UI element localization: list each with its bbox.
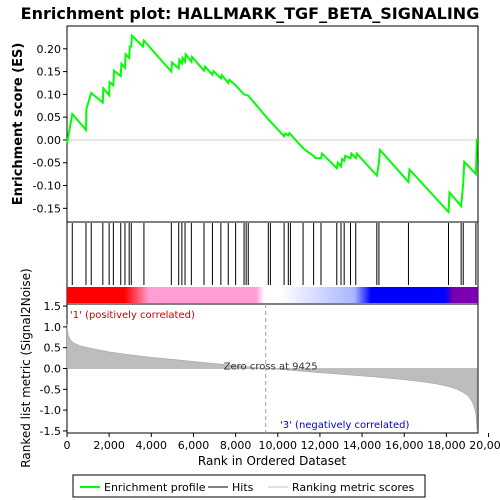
- es-y-tick-label: 0.20: [37, 43, 62, 56]
- x-tick-label: 10,000: [259, 439, 298, 452]
- es-y-axis: 0.20 0.15 0.10 0.05 0.00 -0.05 -0.10 -0.15: [33, 43, 67, 215]
- x-axis: 0 2,000 4,000 6,000 8,000 10,000 12,000 14,000 1…: [64, 433, 500, 452]
- metric-y-axis-label: Ranked list metric (Signal2Noise): [19, 268, 33, 467]
- x-tick-label: 0: [64, 439, 71, 452]
- negative-correlation-label: '3' (negatively correlated): [280, 420, 409, 431]
- es-y-tick-label: 0.10: [37, 88, 62, 101]
- ranking-metric-area: [66, 324, 478, 429]
- metric-y-tick-label: -1.5: [40, 425, 61, 438]
- zero-cross-label: Zero cross at 9425: [224, 362, 318, 373]
- hits-marks: [71, 223, 477, 285]
- x-axis-label: Rank in Ordered Dataset: [198, 454, 346, 468]
- legend-label: Ranking metric scores: [292, 481, 414, 494]
- x-tick-label: 18,000: [427, 439, 466, 452]
- es-y-axis-label: Enrichment score (ES): [11, 43, 26, 206]
- legend-label: Enrichment profile: [104, 481, 206, 494]
- es-y-tick-label: 0.15: [37, 66, 62, 79]
- legend-label: Hits: [232, 481, 254, 494]
- positive-correlation-label: '1' (positively correlated): [70, 310, 195, 321]
- metric-y-tick-label: 1.5: [44, 300, 62, 313]
- x-tick-label: 20,000: [469, 439, 500, 452]
- x-tick-label: 2,000: [93, 439, 125, 452]
- x-tick-label: 6,000: [178, 439, 210, 452]
- es-y-tick-label: -0.05: [33, 157, 61, 170]
- metric-y-tick-label: -1.0: [40, 404, 61, 417]
- es-y-tick-label: -0.10: [33, 180, 61, 193]
- metric-y-tick-label: -0.5: [40, 383, 61, 396]
- x-tick-label: 12,000: [301, 439, 340, 452]
- es-y-tick-label: 0.05: [37, 111, 62, 124]
- metric-y-tick-label: 0.0: [44, 363, 62, 376]
- legend: Enrichment profile Hits Ranking metric sco…: [80, 481, 414, 494]
- chart-title: Enrichment plot: HALLMARK_TGF_BETA_SIGNA…: [21, 4, 480, 23]
- x-tick-label: 16,000: [385, 439, 424, 452]
- metric-y-tick-label: 0.5: [44, 342, 62, 355]
- enrichment-profile-line: [66, 33, 478, 215]
- x-tick-label: 8,000: [220, 439, 252, 452]
- legend-box: [72, 474, 426, 498]
- es-y-tick-label: 0.00: [37, 134, 62, 147]
- ranked-heat-bar: [67, 287, 478, 303]
- metric-y-axis: 1.5 1.0 0.5 0.0 -0.5 -1.0 -1.5: [40, 300, 67, 438]
- es-y-tick-label: -0.15: [33, 202, 61, 215]
- x-tick-label: 4,000: [136, 439, 168, 452]
- metric-y-tick-label: 1.0: [44, 321, 62, 334]
- x-tick-label: 14,000: [343, 439, 382, 452]
